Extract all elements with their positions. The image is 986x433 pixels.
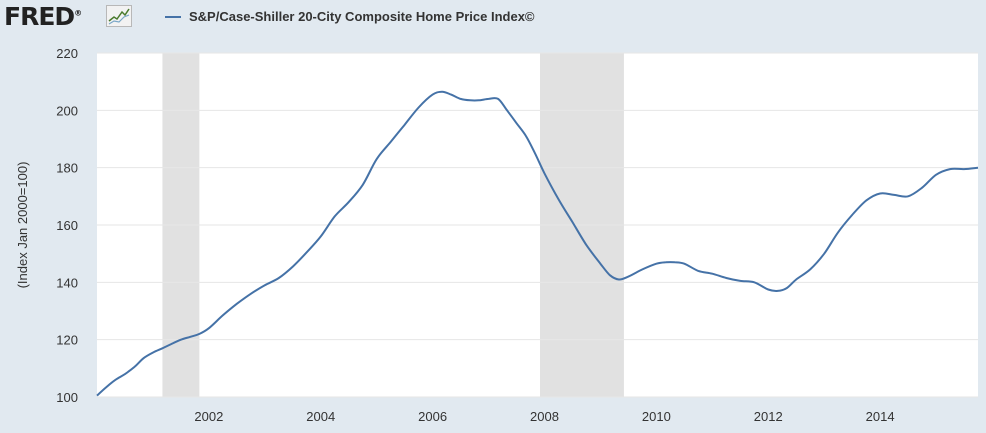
x-tick-label-2014: 2014 bbox=[866, 409, 895, 424]
legend-series-label: S&P/Case-Shiller 20-City Composite Home … bbox=[189, 9, 535, 24]
y-tick-label-140: 140 bbox=[56, 275, 78, 290]
fred-logo-text: FRED bbox=[4, 2, 75, 31]
y-tick-label-180: 180 bbox=[56, 161, 78, 176]
x-tick-label-2008: 2008 bbox=[530, 409, 559, 424]
y-axis-label: (Index Jan 2000=100) bbox=[15, 162, 30, 289]
y-tick-label-200: 200 bbox=[56, 103, 78, 118]
chart-header: FRED® S&P/Case-Shiller 20-City Composite… bbox=[0, 0, 986, 36]
x-tick-label-2006: 2006 bbox=[418, 409, 447, 424]
series-line[interactable] bbox=[96, 90, 979, 397]
x-tick-label-2010: 2010 bbox=[642, 409, 671, 424]
legend-line-swatch bbox=[165, 15, 181, 18]
x-tick-label-2012: 2012 bbox=[754, 409, 783, 424]
x-tick-label-2004: 2004 bbox=[306, 409, 335, 424]
y-tick-label-160: 160 bbox=[56, 218, 78, 233]
registered-mark: ® bbox=[74, 8, 83, 18]
x-axis-ticks: 2002 2004 2006 2008 2010 2012 2014 bbox=[194, 409, 894, 424]
chart-legend[interactable]: S&P/Case-Shiller 20-City Composite Home … bbox=[165, 9, 535, 24]
y-axis-ticks: 100 120 140 160 180 200 220 bbox=[56, 46, 78, 405]
y-tick-label-220: 220 bbox=[56, 46, 78, 61]
fred-logo[interactable]: FRED® bbox=[4, 2, 82, 31]
y-tick-label-120: 120 bbox=[56, 333, 78, 348]
fred-graph-icon bbox=[106, 5, 132, 27]
x-tick-label-2002: 2002 bbox=[194, 409, 223, 424]
y-tick-label-100: 100 bbox=[56, 390, 78, 405]
gridlines bbox=[97, 52, 978, 398]
